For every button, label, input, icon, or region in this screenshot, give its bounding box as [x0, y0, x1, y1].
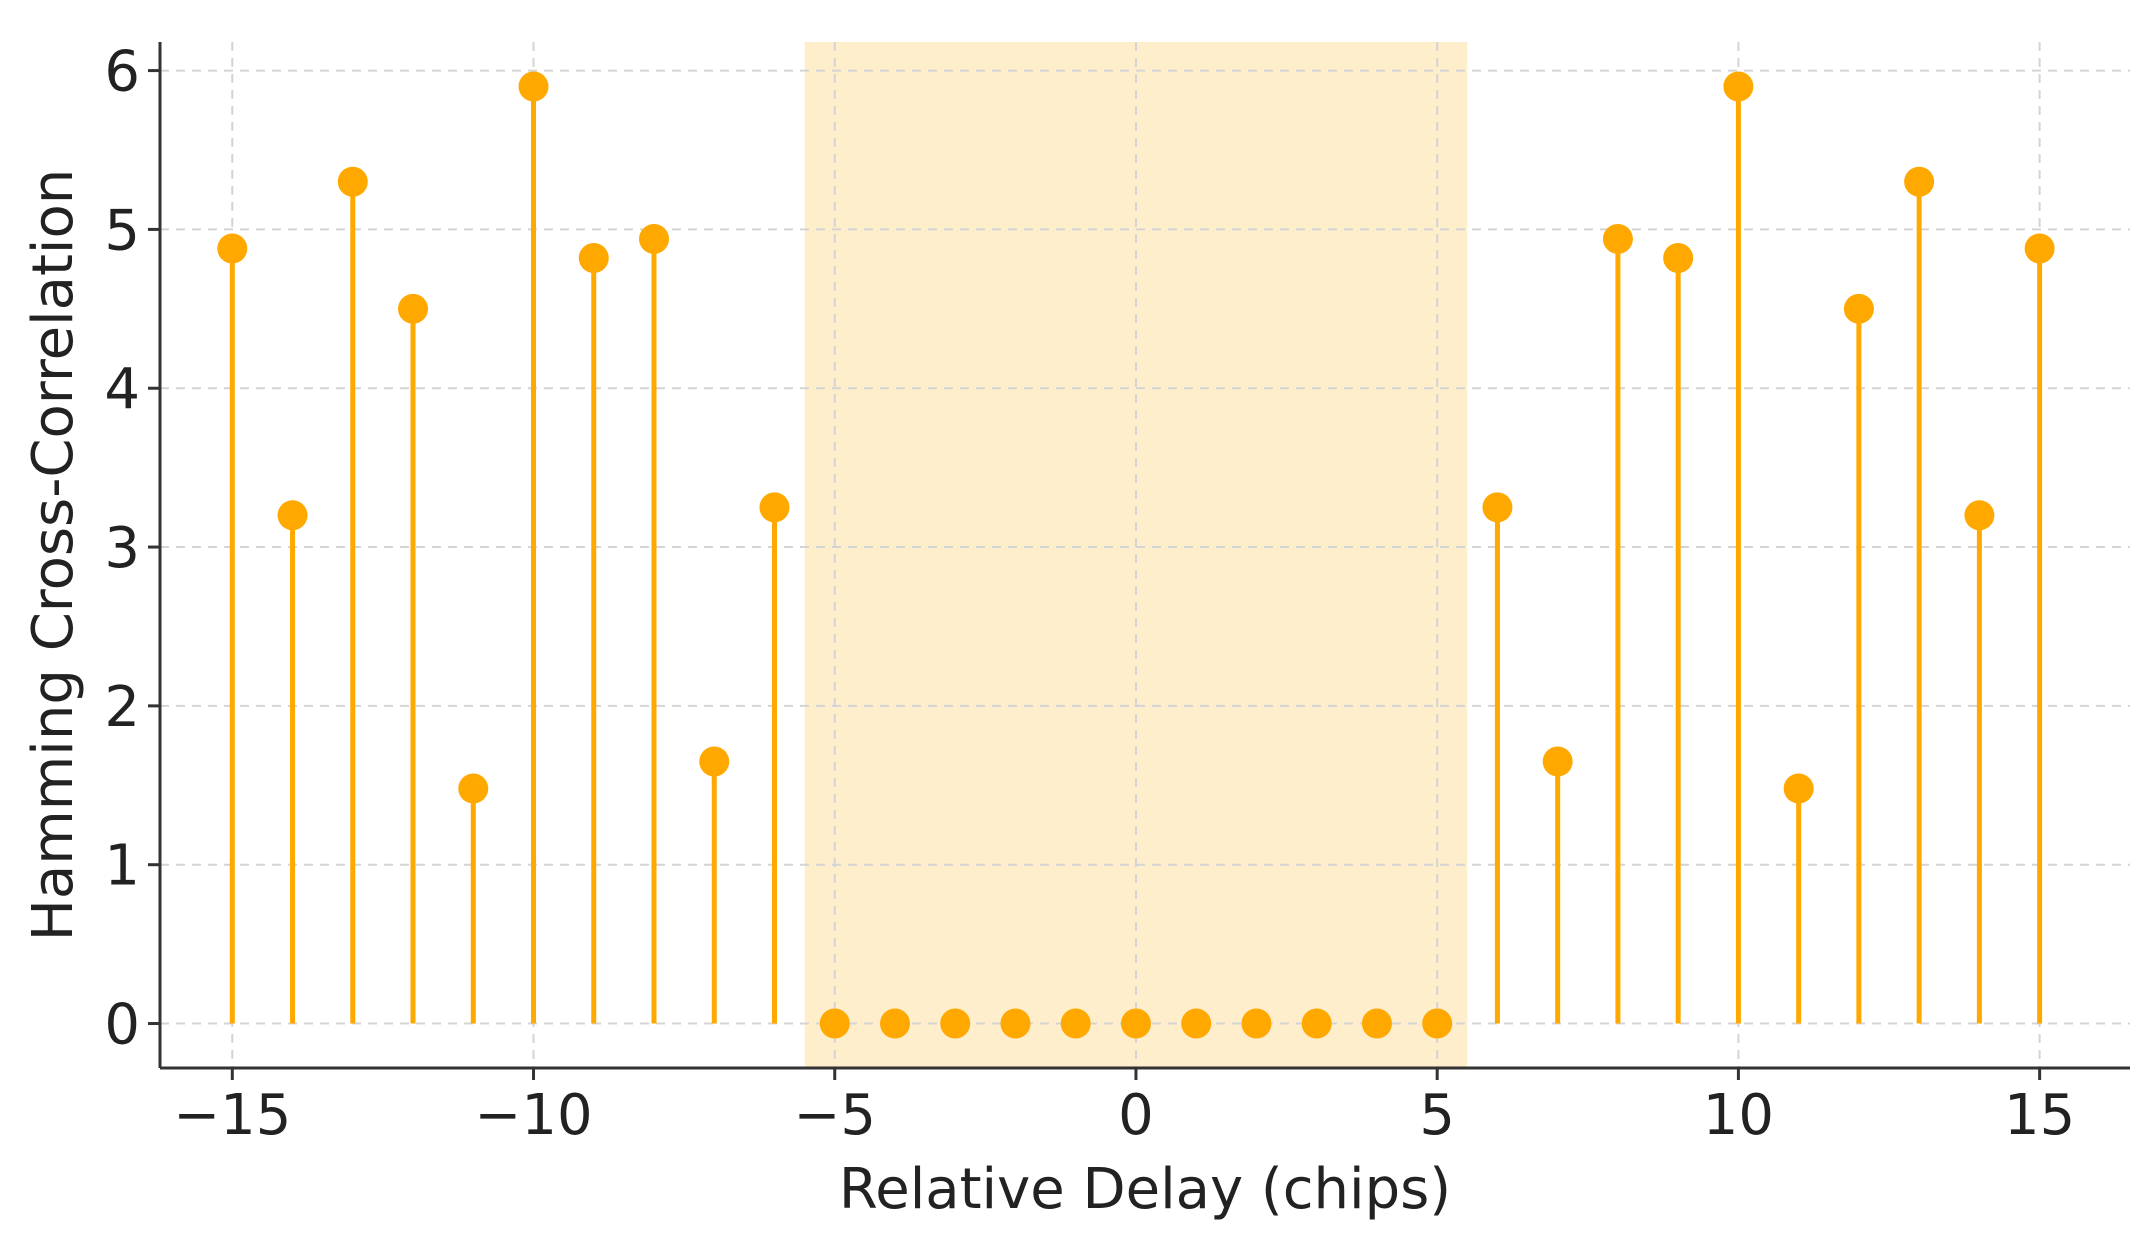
stem-marker: [1301, 1008, 1332, 1039]
stem-marker: [1843, 293, 1874, 324]
markers-layer: [217, 71, 2055, 1039]
stem-marker: [1482, 492, 1513, 523]
stem-marker: [398, 293, 429, 324]
stem-marker: [1663, 243, 1694, 273]
y-tick-label: 3: [104, 516, 140, 581]
stem-marker: [819, 1008, 850, 1039]
stem-marker: [1361, 1008, 1392, 1039]
stem-marker: [940, 1008, 971, 1039]
stem-marker: [578, 243, 609, 273]
stem-marker: [1904, 166, 1935, 197]
y-tick-label: 4: [104, 357, 140, 422]
stem-marker: [458, 773, 489, 804]
y-tick-label: 1: [104, 834, 140, 899]
stem-marker: [518, 71, 549, 102]
stem-marker: [1422, 1008, 1453, 1039]
stems-layer: [229, 86, 2043, 1024]
y-tick-label: 5: [104, 198, 140, 263]
x-tick-label: 5: [1419, 1083, 1455, 1148]
stem-marker: [1241, 1008, 1272, 1039]
x-axis-title: Relative Delay (chips): [839, 1157, 1451, 1222]
stem-marker: [277, 500, 308, 531]
stem-marker: [217, 233, 248, 264]
x-tick-label: 0: [1118, 1083, 1154, 1148]
x-tick-label: 10: [1703, 1083, 1774, 1148]
stem-marker: [1783, 773, 1814, 804]
stem-marker: [1000, 1008, 1031, 1039]
stem-marker: [1120, 1008, 1151, 1039]
stem-marker: [337, 166, 368, 197]
x-tick-label: −15: [173, 1083, 291, 1148]
x-tick-label: 15: [2004, 1083, 2075, 1148]
stem-marker: [1060, 1008, 1091, 1039]
stem-marker: [2024, 233, 2055, 264]
stem-marker: [639, 223, 670, 254]
y-tick-label: 6: [104, 40, 140, 105]
y-tick-label: 2: [104, 675, 140, 740]
stem-marker: [1964, 500, 1995, 531]
x-tick-label: −5: [793, 1083, 876, 1148]
stem-marker: [1723, 71, 1754, 102]
x-tick-label: −10: [474, 1083, 592, 1148]
stem-marker: [1602, 223, 1633, 254]
y-tick-label: 0: [104, 993, 140, 1058]
axes-layer: [158, 42, 2130, 1070]
stem-marker: [879, 1008, 910, 1039]
stem-marker: [1181, 1008, 1212, 1039]
y-axis-title: Hamming Cross-Correlation: [21, 169, 86, 941]
ticks-layer: −15 −10 −5 0 5 10 15 0 1 2 3 4 5 6: [104, 40, 2075, 1148]
stem-marker: [759, 492, 790, 523]
stem-marker: [1542, 746, 1573, 777]
stem-marker: [699, 746, 730, 777]
